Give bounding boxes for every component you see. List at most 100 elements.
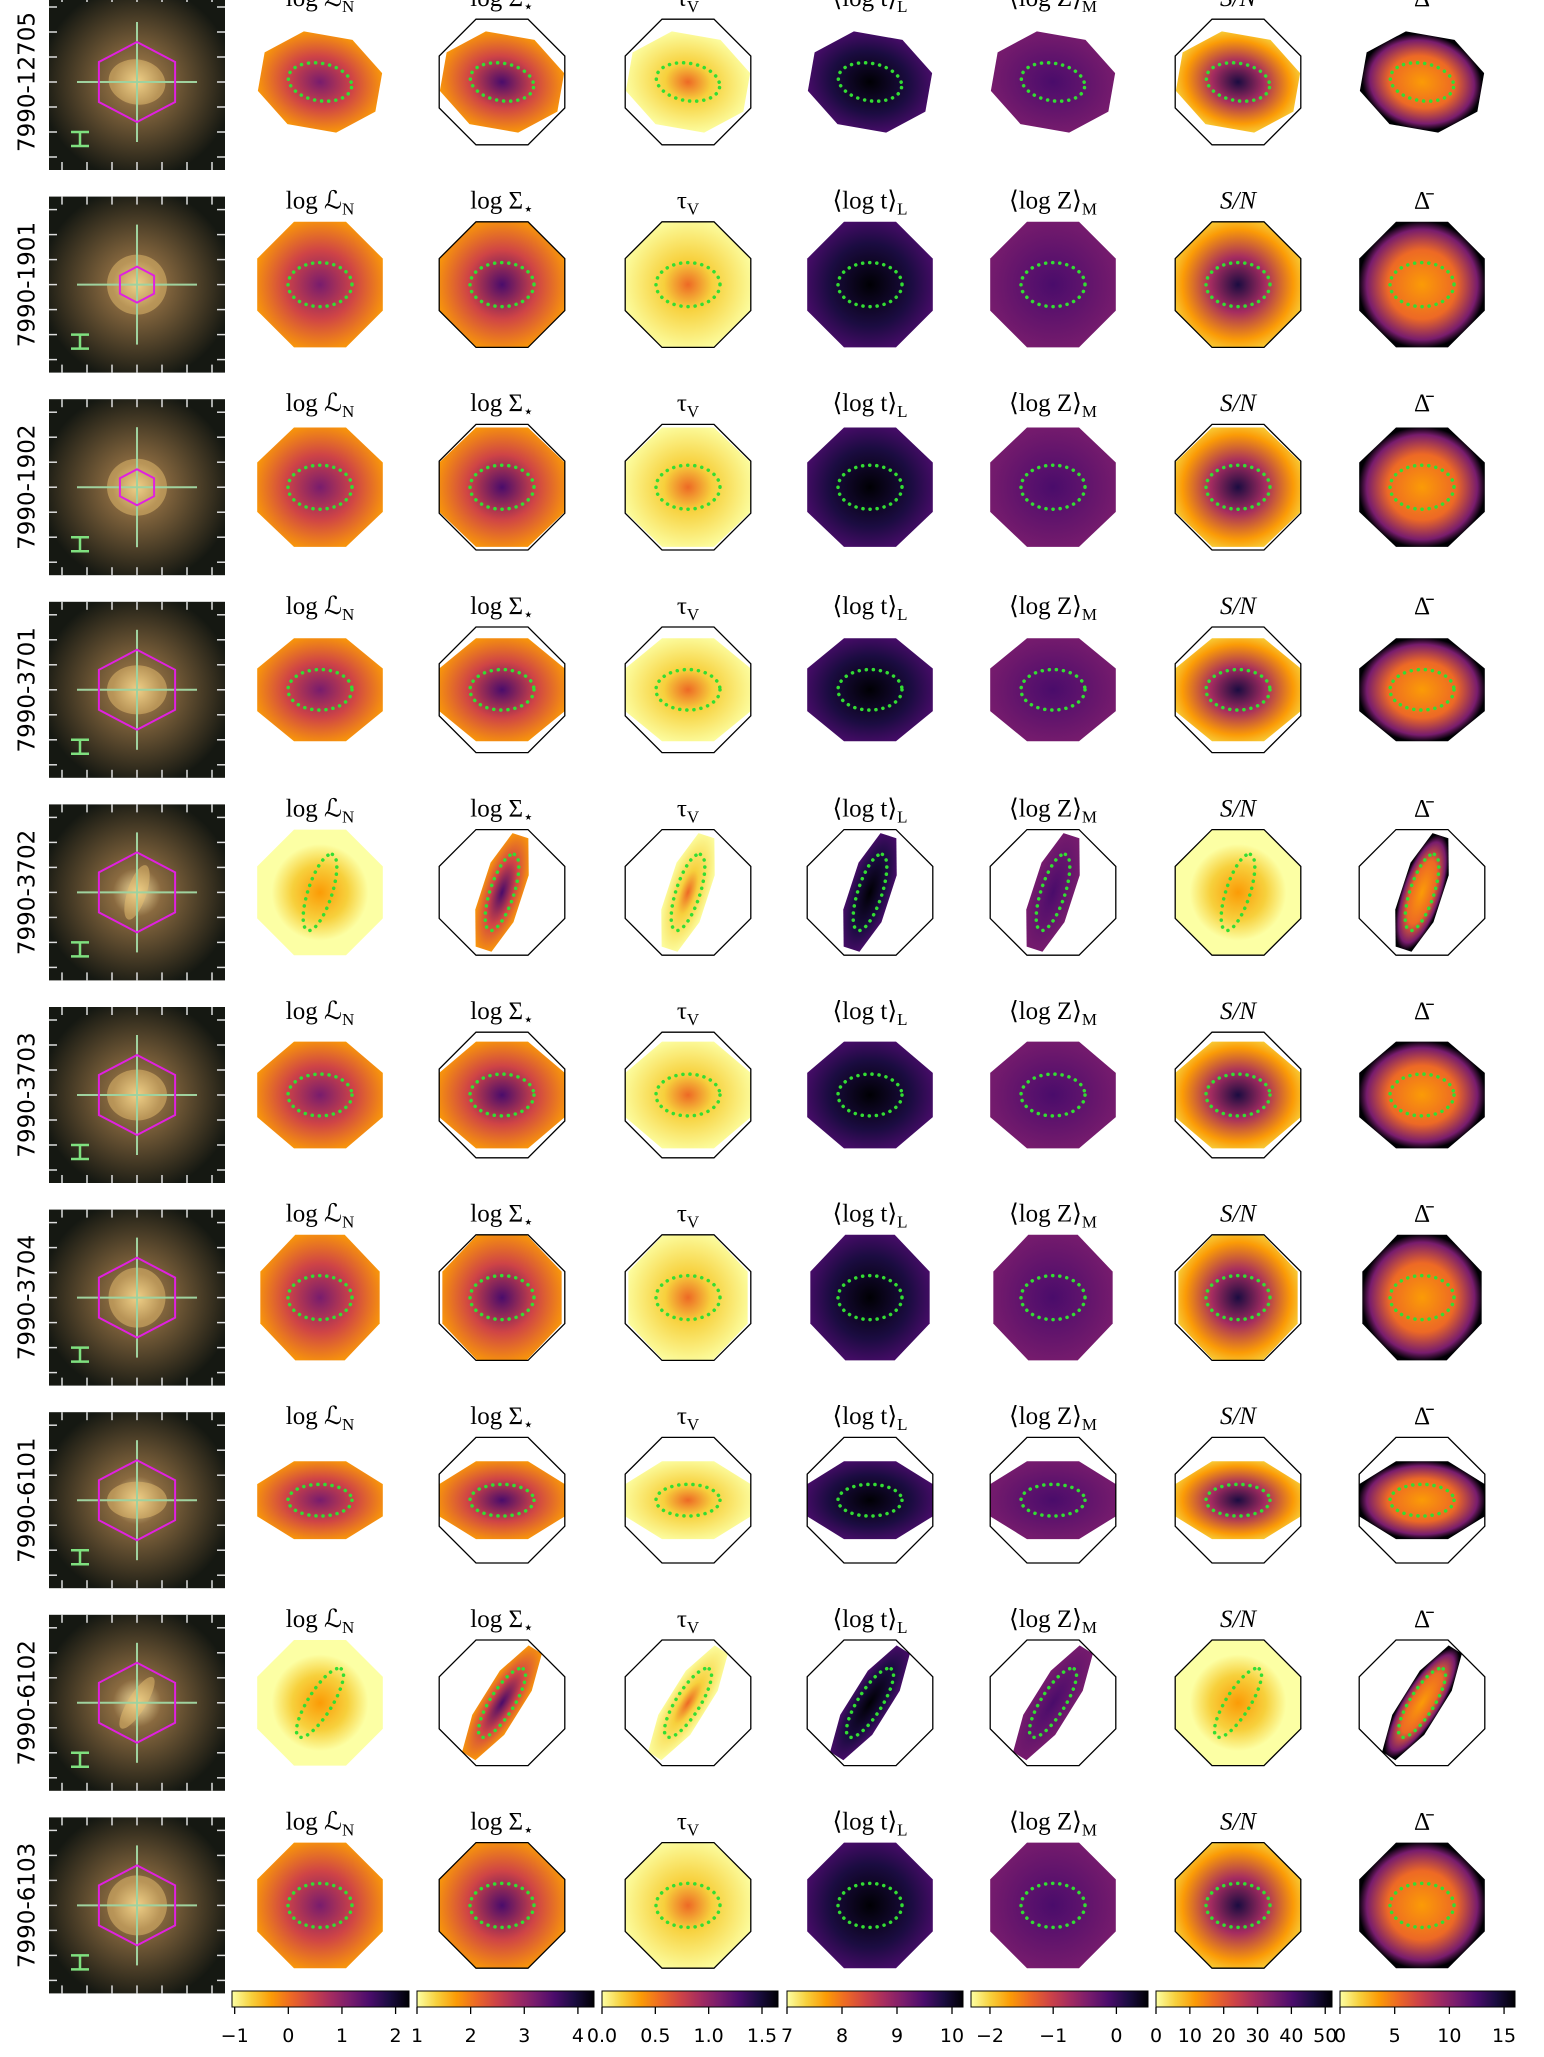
mask-outline (806, 1436, 934, 1564)
map (1359, 1842, 1485, 1969)
map-fill (257, 427, 383, 547)
map (807, 1041, 933, 1149)
title-sub: ⋆ (523, 0, 534, 16)
title-main: ⟨log Z⟩ (1009, 593, 1082, 620)
title-sub: V (687, 0, 700, 16)
title-main: log Σ (470, 188, 523, 215)
map (438, 828, 566, 956)
map (257, 1041, 383, 1149)
reff-ellipse (1019, 667, 1087, 712)
title-sub: ⋆ (523, 1213, 534, 1232)
title-sub: M (1082, 1213, 1097, 1232)
map-fill (807, 31, 933, 133)
scale-bar (71, 1346, 89, 1363)
scale-bar (71, 738, 89, 756)
title-main: ⟨log t⟩ (832, 0, 897, 12)
reff-ellipse (1204, 1273, 1272, 1322)
scale-bar (71, 1143, 89, 1161)
reff-ellipse (851, 852, 889, 933)
reff-ellipse (1019, 260, 1087, 309)
map (993, 1234, 1113, 1361)
row-label: 7990-12705 (15, 12, 41, 152)
map-fill (1175, 1041, 1301, 1149)
title-main: log Σ (470, 390, 523, 417)
panel-title: log ℒN (286, 1403, 354, 1434)
panel-title: Δ̄ (1414, 1201, 1434, 1228)
reff-ellipse (836, 667, 904, 712)
colorbar-tick-label: 0 (1334, 2025, 1346, 2047)
title-sub: N (342, 402, 354, 421)
map (438, 1031, 566, 1159)
panel-title: Δ̄ (1414, 1808, 1434, 1835)
panel-title: ⟨log Z⟩M (1009, 1808, 1097, 1839)
panel-title: ⟨log t⟩L (832, 188, 907, 219)
title-main: log ℒ (286, 593, 342, 620)
galaxy-thumbnail (49, 0, 225, 170)
panel-title: Δ̄ (1414, 998, 1434, 1025)
galaxy-thumbnail (49, 1007, 225, 1183)
colorbar-tick-label: 0.0 (587, 2025, 617, 2047)
mask-outline (1174, 221, 1302, 349)
title-sub: L (897, 807, 907, 826)
reff-ellipse (1388, 1072, 1456, 1118)
reff-ellipse (468, 1072, 536, 1118)
map (257, 638, 383, 742)
reff-ellipse (836, 1881, 904, 1930)
title-main: log ℒ (286, 795, 342, 822)
title-main: ⟨log Z⟩ (1009, 1808, 1082, 1835)
panel-title: S/N (1220, 390, 1257, 417)
reff-ellipse (654, 1881, 722, 1930)
reff-ellipse (836, 1072, 904, 1118)
mask-outline (438, 1639, 566, 1767)
title-main: τ (677, 998, 687, 1025)
panel-title: ⟨log Z⟩M (1009, 188, 1097, 219)
title-main: S/N (1220, 1201, 1257, 1228)
map (807, 638, 933, 742)
colorbar-tick-label: −2 (976, 2025, 1004, 2047)
map-fill (442, 1234, 562, 1361)
map-fill (625, 1041, 751, 1149)
panel-title: log ℒN (286, 1201, 354, 1232)
map-fill (257, 829, 383, 956)
title-main: ⟨log t⟩ (832, 188, 897, 215)
panel-title: ⟨log Z⟩M (1009, 998, 1097, 1029)
map-fill (439, 221, 565, 348)
map (624, 1031, 752, 1159)
reff-ellipse (468, 1273, 536, 1322)
map (438, 221, 566, 349)
map-fill (1359, 1842, 1485, 1969)
title-sub: L (897, 1618, 907, 1637)
map (1358, 828, 1486, 956)
reff-ellipse (1019, 1072, 1087, 1118)
map (1174, 626, 1302, 754)
map-fill (1175, 638, 1301, 742)
colorbar-tick-label: 5 (1389, 2025, 1401, 2047)
title-main: Δ̄ (1414, 1808, 1434, 1835)
panel-title: Δ̄ (1414, 0, 1434, 12)
map-fill (1359, 31, 1485, 133)
panel-title: log ℒN (286, 390, 354, 421)
reff-ellipse (468, 1881, 536, 1930)
title-main: log ℒ (286, 1606, 342, 1633)
title-sub: M (1082, 605, 1097, 624)
title-sub: ⋆ (523, 200, 534, 219)
map (807, 1842, 933, 1969)
reff-ellipse (301, 852, 339, 933)
panel-title: ⟨log Z⟩M (1009, 1201, 1097, 1232)
colorbar-tick-label: 50 (1313, 2025, 1337, 2047)
panel-title: Δ̄ (1414, 1403, 1434, 1430)
colorbar (231, 1990, 410, 2008)
title-main: ⟨log t⟩ (832, 795, 897, 822)
row-label: 7990-6101 (15, 1438, 41, 1563)
map (807, 221, 933, 348)
map-fill (628, 1234, 748, 1361)
title-main: Δ̄ (1414, 390, 1434, 417)
mask-outline (1174, 1841, 1302, 1969)
panel-title: ⟨log Z⟩M (1009, 593, 1097, 624)
reff-ellipse (654, 1273, 722, 1322)
mask-outline (624, 1031, 752, 1159)
map (624, 221, 752, 349)
map-fill (257, 221, 383, 348)
map-fill (843, 833, 897, 952)
title-main: τ (677, 390, 687, 417)
